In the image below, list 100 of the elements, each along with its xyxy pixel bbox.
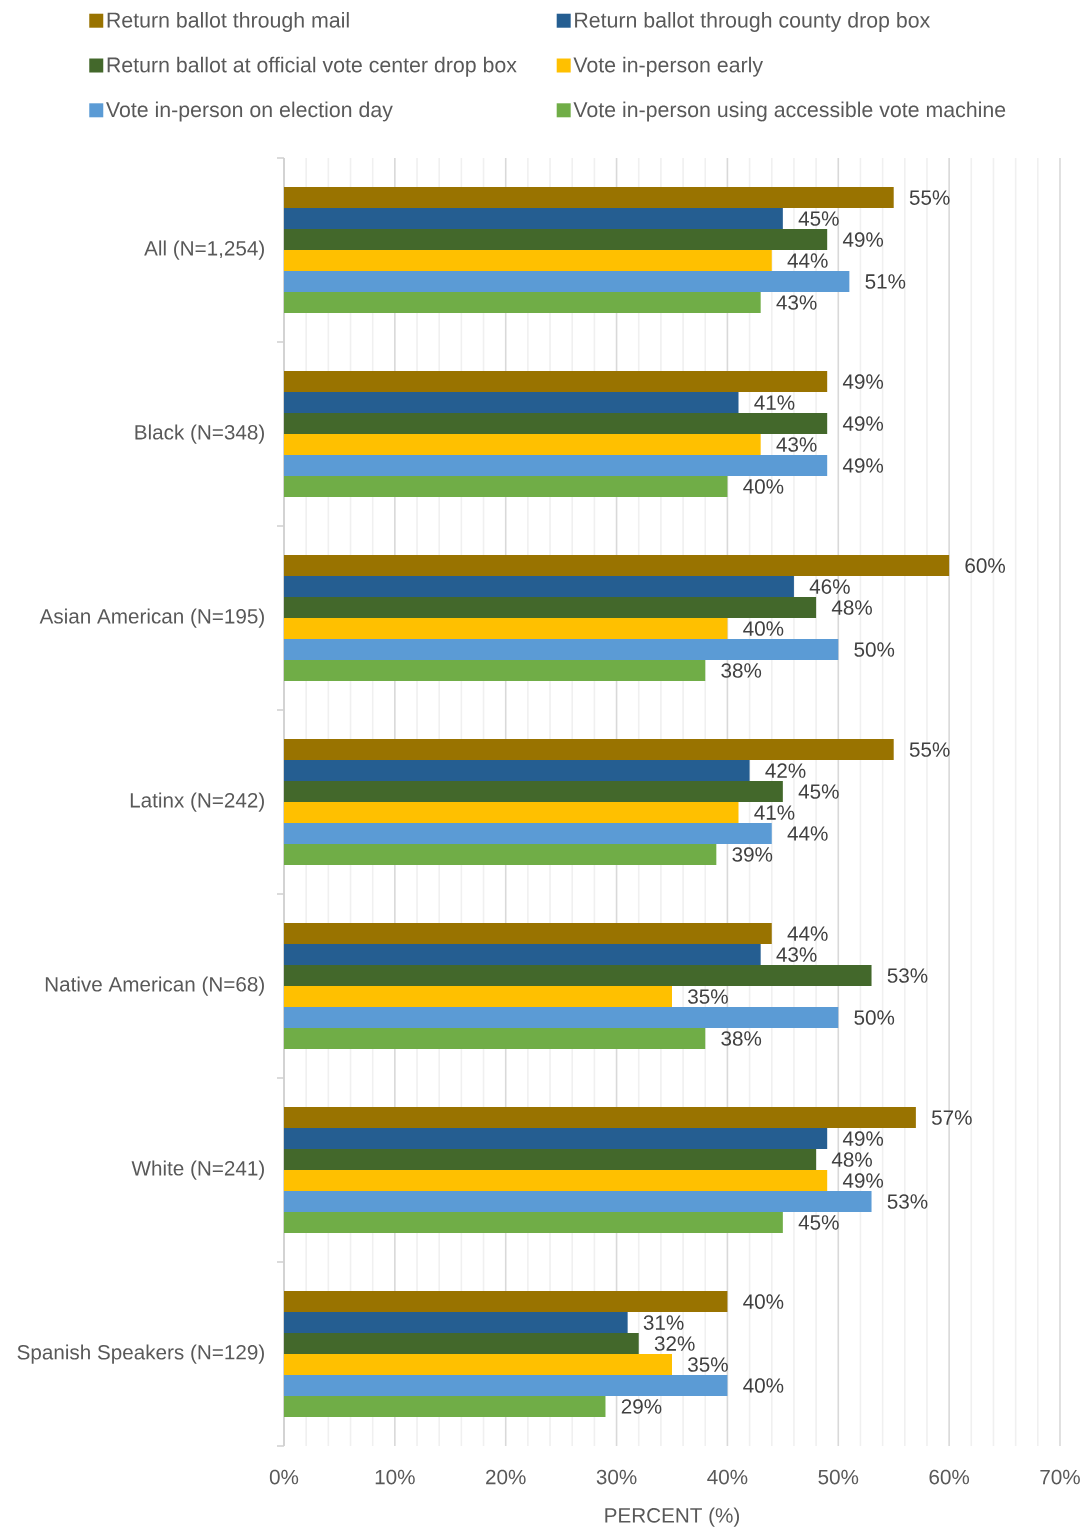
bar bbox=[283, 760, 750, 782]
x-tick-label: 0% bbox=[269, 1469, 299, 1485]
bar bbox=[283, 434, 761, 456]
bar bbox=[283, 1375, 728, 1396]
data-label: 44% bbox=[787, 926, 828, 941]
bar bbox=[283, 271, 850, 292]
bar bbox=[283, 208, 783, 230]
x-axis-title: PERCENT (%) bbox=[605, 1507, 739, 1527]
data-label: 40% bbox=[743, 621, 784, 636]
bar bbox=[283, 618, 728, 640]
legend-label: Vote in-person on election day bbox=[106, 101, 393, 122]
bar bbox=[283, 986, 672, 1008]
bar bbox=[283, 1149, 817, 1171]
bar bbox=[283, 1128, 828, 1150]
x-tick-label: 50% bbox=[818, 1469, 859, 1485]
data-label: 45% bbox=[798, 784, 839, 799]
bar bbox=[283, 475, 728, 497]
data-label: 55% bbox=[909, 742, 950, 757]
bar bbox=[283, 555, 950, 577]
data-label: 40% bbox=[743, 479, 784, 494]
bar bbox=[283, 739, 894, 761]
legend-label: Return ballot at official vote center drop box bbox=[107, 56, 517, 77]
bar bbox=[283, 1291, 728, 1313]
bar bbox=[283, 944, 761, 966]
legend-label: Return ballot through mail bbox=[107, 11, 349, 32]
data-label: 49% bbox=[842, 374, 884, 389]
bar bbox=[283, 659, 706, 681]
data-label: 35% bbox=[688, 1357, 728, 1372]
bar bbox=[283, 1170, 828, 1192]
data-label: 35% bbox=[688, 989, 728, 1004]
bar bbox=[283, 1191, 872, 1212]
data-label: 57% bbox=[931, 1110, 972, 1125]
x-tick-label: 20% bbox=[486, 1469, 526, 1485]
data-label: 41% bbox=[754, 395, 795, 410]
data-label: 48% bbox=[831, 1152, 872, 1167]
data-label: 44% bbox=[787, 826, 828, 841]
y-tick-label: Asian American (N=195) bbox=[39, 608, 264, 628]
bar bbox=[283, 965, 872, 987]
bar bbox=[283, 781, 783, 803]
bar bbox=[283, 413, 828, 435]
data-label: 32% bbox=[654, 1336, 695, 1351]
data-label: 38% bbox=[721, 663, 762, 678]
bar bbox=[283, 576, 794, 598]
y-tick-label: Black (N=348) bbox=[135, 424, 264, 444]
bar bbox=[283, 1107, 916, 1129]
data-label: 49% bbox=[842, 1131, 884, 1146]
bar bbox=[283, 187, 894, 209]
data-label: 49% bbox=[842, 416, 884, 431]
bar bbox=[283, 1312, 628, 1334]
legend-label: Vote in-person early bbox=[573, 56, 763, 77]
data-label: 53% bbox=[887, 968, 928, 983]
bar bbox=[283, 823, 772, 844]
bar bbox=[283, 1211, 783, 1233]
data-label: 43% bbox=[776, 437, 817, 452]
y-tick-label: Latinx (N=242) bbox=[130, 792, 264, 812]
bar bbox=[283, 291, 761, 313]
data-label: 50% bbox=[854, 642, 895, 657]
data-label: 50% bbox=[854, 1010, 895, 1025]
data-label: 31% bbox=[643, 1315, 684, 1330]
data-label: 29% bbox=[621, 1399, 662, 1414]
y-tick-label: White (N=241) bbox=[131, 1160, 264, 1180]
data-label: 55% bbox=[909, 190, 950, 205]
data-label: 42% bbox=[765, 763, 806, 778]
legend-label: Return ballot through county drop box bbox=[575, 11, 931, 32]
bar bbox=[283, 1395, 606, 1417]
bar bbox=[283, 802, 739, 824]
bar bbox=[283, 597, 817, 619]
bar bbox=[283, 250, 772, 272]
bar bbox=[283, 1027, 706, 1049]
data-label: 45% bbox=[798, 1215, 839, 1230]
data-label: 38% bbox=[721, 1031, 762, 1046]
x-tick-label: 70% bbox=[1040, 1469, 1080, 1485]
data-label: 53% bbox=[887, 1194, 928, 1209]
data-label: 39% bbox=[732, 847, 773, 862]
data-label: 60% bbox=[965, 558, 1006, 573]
bar bbox=[283, 1007, 839, 1028]
bar bbox=[283, 639, 839, 660]
y-tick-label: Spanish Speakers (N=129) bbox=[17, 1344, 264, 1364]
x-tick-label: 40% bbox=[707, 1469, 748, 1485]
x-tick-label: 10% bbox=[375, 1469, 415, 1485]
bar bbox=[283, 455, 828, 476]
data-label: 48% bbox=[831, 600, 872, 615]
y-tick-label: Native American (N=68) bbox=[45, 976, 264, 996]
data-label: 43% bbox=[776, 295, 817, 310]
y-tick-label: All (N=1,254) bbox=[144, 240, 264, 260]
data-label: 46% bbox=[809, 579, 850, 594]
bar bbox=[283, 923, 772, 945]
bar bbox=[283, 229, 828, 251]
data-label: 45% bbox=[798, 211, 839, 226]
bar bbox=[283, 371, 828, 393]
data-label: 44% bbox=[787, 253, 828, 268]
bar bbox=[283, 1333, 639, 1355]
bar bbox=[283, 843, 717, 865]
x-tick-label: 60% bbox=[929, 1469, 970, 1485]
data-label: 49% bbox=[842, 232, 884, 247]
legend-label: Vote in-person using accessible vote machine bbox=[573, 101, 1006, 122]
bar bbox=[283, 1354, 672, 1376]
data-label: 41% bbox=[754, 805, 795, 820]
data-label: 51% bbox=[865, 274, 906, 289]
data-label: 49% bbox=[842, 458, 884, 473]
